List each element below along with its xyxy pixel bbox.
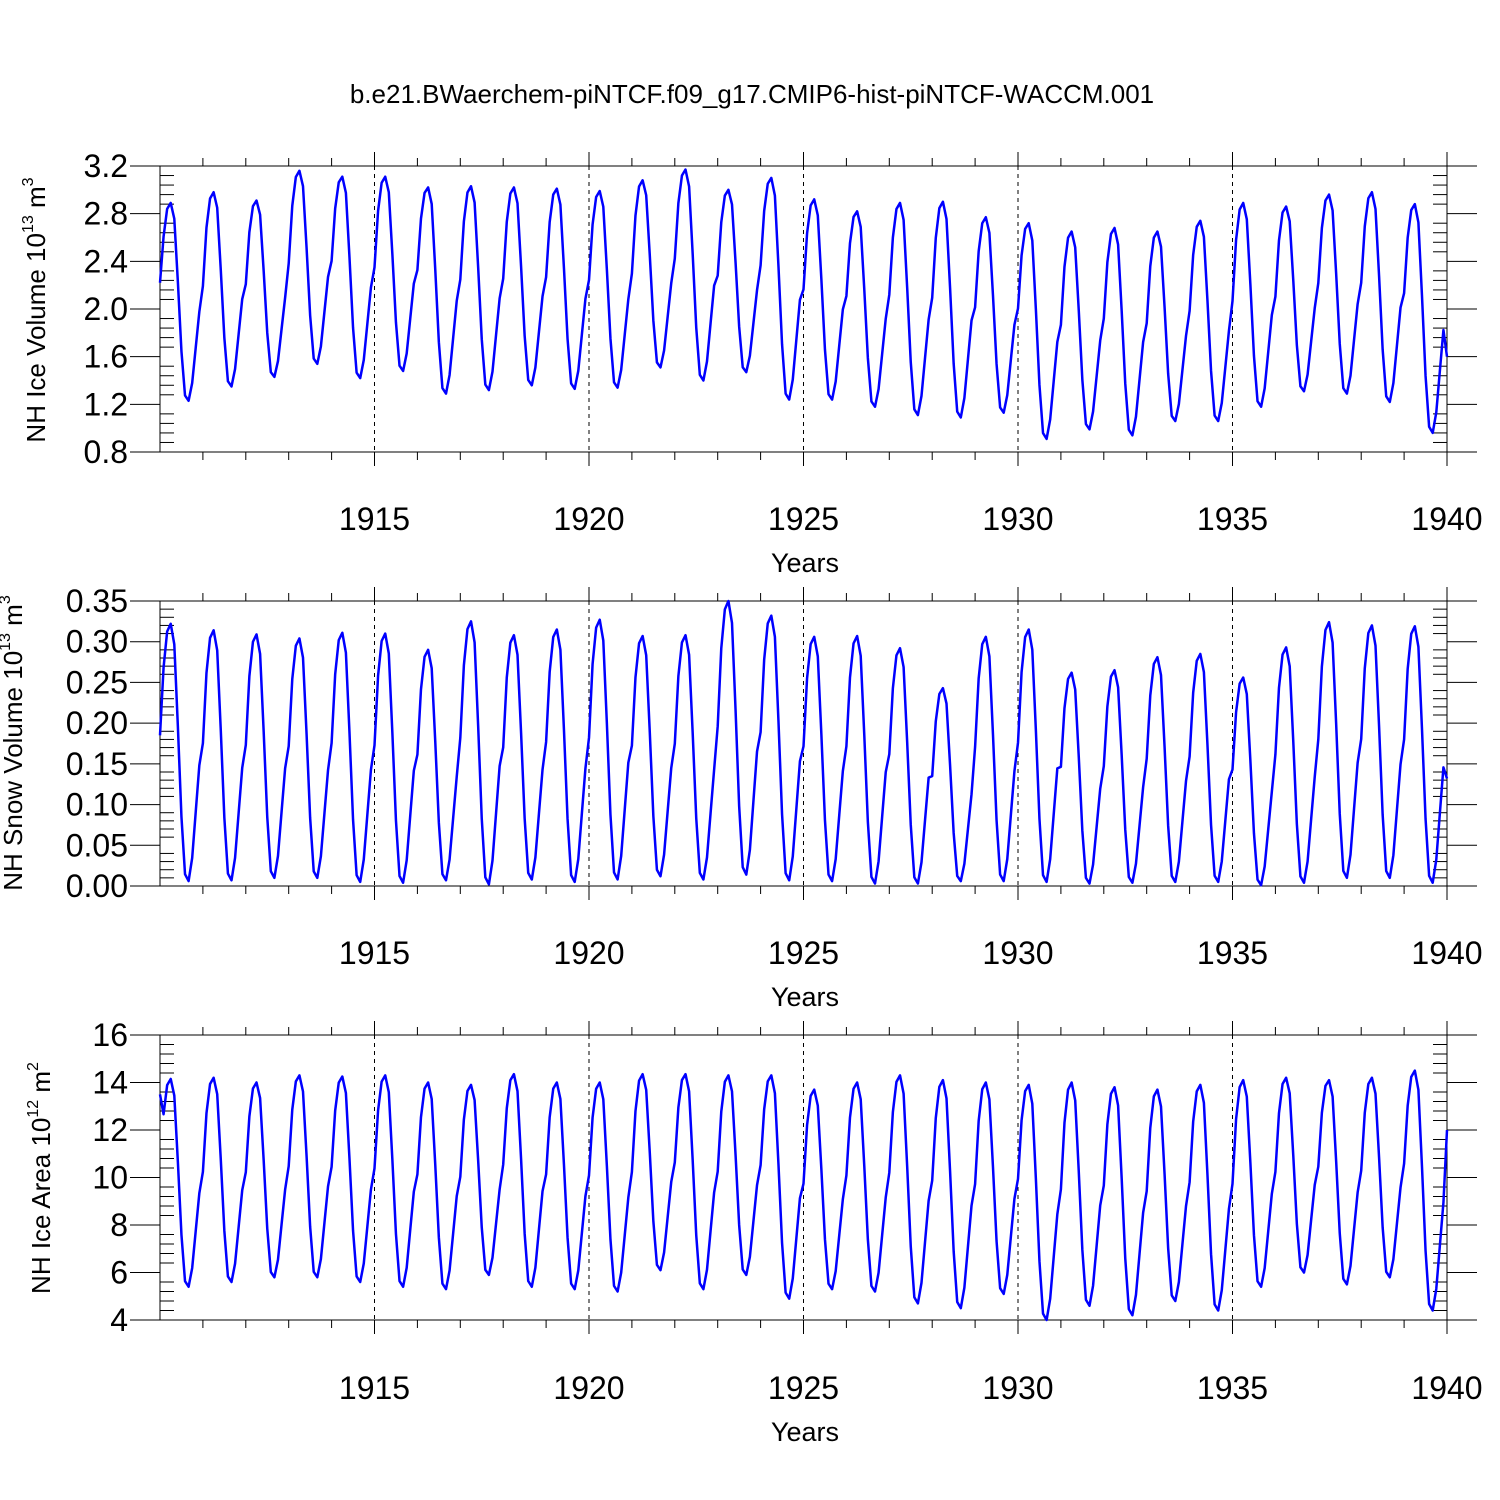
p0-ytick-label-5: 2.8	[84, 196, 128, 232]
p1-xtick-label-1935: 1935	[1197, 935, 1268, 971]
p2-frame	[159, 1034, 1448, 1321]
p1-xtick-label-1940: 1940	[1411, 935, 1482, 971]
panel-3-ylabel-exp: 12	[25, 1100, 42, 1118]
p1-ytick-label-1: 0.05	[66, 827, 128, 863]
p0-frame	[159, 165, 1448, 453]
p0-xtick-label-1915: 1915	[339, 501, 410, 537]
p2-xtick-label-1935: 1935	[1197, 1370, 1268, 1406]
p2-xtick-label-1925: 1925	[768, 1370, 839, 1406]
p1-ytick-label-6: 0.30	[66, 624, 128, 660]
p2-ytick-label-5: 14	[92, 1065, 128, 1101]
panel-2-ylabel-main: NH Snow Volume 10	[0, 651, 28, 891]
panel-1-ylabel-unit: m	[21, 186, 51, 215]
svg-text:NH Snow Volume 1013 m3: NH Snow Volume 1013 m3	[0, 595, 28, 891]
p0-xtick-label-1935: 1935	[1197, 501, 1268, 537]
p2-xtick-label-1915: 1915	[339, 1370, 410, 1406]
p1-ytick-label-2: 0.10	[66, 787, 128, 823]
p2-ytick-label-2: 8	[110, 1207, 128, 1243]
p2-xtick-label-1940: 1940	[1411, 1370, 1482, 1406]
p1-xtick-label-1915: 1915	[339, 935, 410, 971]
panel-1-ylabel-exp: 13	[20, 215, 37, 233]
panel-ice-area: 1915 1920 1925 1930 1935 1940 4 6 8 10 12 14 16 Year…	[25, 1017, 1483, 1447]
panel-3-ylabel-main: NH Ice Area 10	[26, 1118, 56, 1294]
panel-1-xlabel: Years	[771, 548, 839, 578]
p1-ytick-label-0: 0.00	[66, 868, 128, 904]
p0-series-line	[158, 168, 1449, 441]
panel-2-content: 1915 1920 1925 1930 1935 1940 0.00 0.05 0.10 0.15…	[66, 583, 1483, 971]
p2-ytick-label-4: 12	[92, 1112, 128, 1148]
panel-2-xlabel: Years	[771, 982, 839, 1012]
svg-text:NH Ice Volume 1013 m3: NH Ice Volume 1013 m3	[20, 177, 51, 442]
panel-2-ylabel-unit: m	[0, 604, 28, 633]
panel-3-ylabel: NH Ice Area 1012 m2	[25, 1062, 56, 1294]
p1-xtick-label-1925: 1925	[768, 935, 839, 971]
p0-xtick-label-1940: 1940	[1411, 501, 1482, 537]
p2-xtick-label-1920: 1920	[553, 1370, 624, 1406]
svg-text:NH Ice Area 1012 m2: NH Ice Area 1012 m2	[25, 1062, 56, 1294]
p2-ytick-label-3: 10	[92, 1160, 128, 1196]
panel-snow-volume: 1915 1920 1925 1930 1935 1940 0.00 0.05 0.10 0.15…	[0, 583, 1483, 1012]
p1-series-line	[158, 599, 1449, 887]
panel-2-ylabel-exp: 13	[0, 633, 14, 651]
p2-ytick-label-0: 4	[110, 1302, 128, 1338]
p1-xtick-label-1920: 1920	[553, 935, 624, 971]
p1-xtick-label-1930: 1930	[982, 935, 1053, 971]
p0-ytick-label-6: 3.2	[84, 148, 128, 184]
p1-frame	[159, 600, 1448, 887]
p0-ytick-label-0: 0.8	[84, 434, 128, 470]
panel-3-content: 1915 1920 1925 1930 1935 1940 4 6 8 10 12 14 16	[92, 1017, 1482, 1406]
p1-ytick-label-5: 0.25	[66, 664, 128, 700]
panel-1-ylabel-main: NH Ice Volume 10	[21, 233, 51, 443]
p1-ytick-label-3: 0.15	[66, 746, 128, 782]
panel-2-ylabel-unit-exp: 3	[0, 595, 14, 604]
panel-1-ylabel-unit-exp: 3	[20, 177, 37, 186]
p0-ytick-label-4: 2.4	[84, 243, 128, 279]
p1-ytick-label-4: 0.20	[66, 705, 128, 741]
p2-ytick-label-6: 16	[92, 1017, 128, 1053]
p1-ytick-label-7: 0.35	[66, 583, 128, 619]
panel-2-ylabel: NH Snow Volume 1013 m3	[0, 595, 28, 891]
p0-xtick-label-1925: 1925	[768, 501, 839, 537]
p0-xtick-label-1930: 1930	[982, 501, 1053, 537]
panel-3-ylabel-unit-exp: 2	[25, 1062, 42, 1071]
panel-1-ylabel: NH Ice Volume 1013 m3	[20, 177, 51, 442]
chart-title: b.e21.BWaerchem-piNTCF.f09_g17.CMIP6-his…	[350, 79, 1154, 109]
panel-3-ylabel-unit: m	[26, 1071, 56, 1100]
p2-series-line	[158, 1069, 1449, 1322]
p2-ytick-label-1: 6	[110, 1255, 128, 1291]
panel-ice-volume: 1915 1920 1925 1930 1935 1940 0.8 1.2 1.6 2.0 2.4 2…	[20, 148, 1483, 578]
panel-1-content: 1915 1920 1925 1930 1935 1940 0.8 1.2 1.6 2.0 2.4 2…	[84, 148, 1483, 537]
panel-3-xlabel: Years	[771, 1417, 839, 1447]
p0-ytick-label-1: 1.2	[84, 386, 128, 422]
p0-ytick-label-2: 1.6	[84, 339, 128, 375]
p0-ytick-label-3: 2.0	[84, 291, 128, 327]
p0-xtick-label-1920: 1920	[553, 501, 624, 537]
p2-xtick-label-1930: 1930	[982, 1370, 1053, 1406]
